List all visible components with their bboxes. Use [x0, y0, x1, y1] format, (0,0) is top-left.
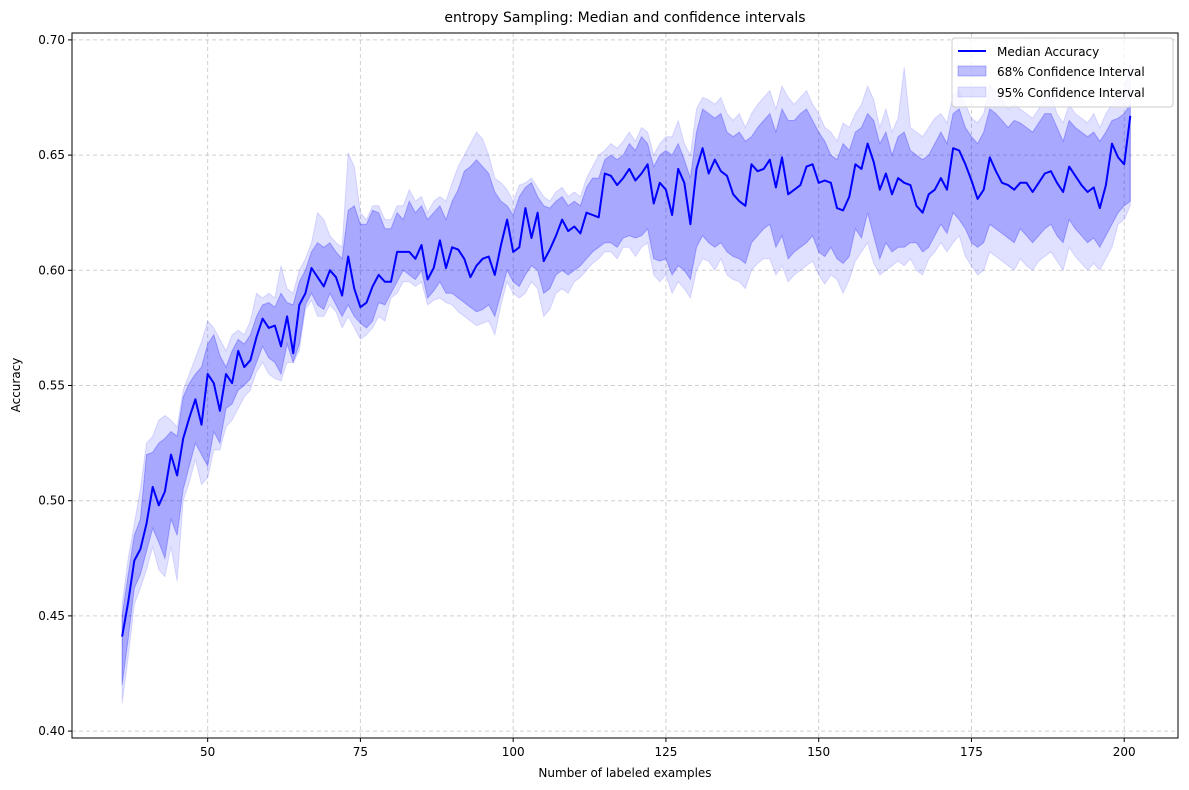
y-axis-label: Accuracy [9, 358, 23, 413]
y-tick-label: 0.40 [38, 724, 65, 738]
y-tick-label: 0.65 [38, 148, 65, 162]
legend-68-label: 68% Confidence Interval [997, 65, 1145, 79]
band-95-confidence [121, 62, 1131, 704]
legend-95-label: 95% Confidence Interval [997, 86, 1145, 100]
legend-68-swatch [957, 65, 987, 77]
y-tick-label: 0.70 [38, 33, 65, 47]
x-tick-label: 50 [200, 745, 215, 759]
grid [72, 33, 1178, 738]
band-68-confidence [121, 102, 1131, 686]
legend-median-label: Median Accuracy [997, 45, 1099, 59]
y-tick-label: 0.55 [38, 379, 65, 393]
x-tick-label: 75 [353, 745, 368, 759]
y-tick-label: 0.60 [38, 263, 65, 277]
x-tick-label: 150 [807, 745, 830, 759]
legend-box [951, 37, 1174, 108]
x-tick-label: 100 [502, 745, 525, 759]
x-tick-label: 175 [960, 745, 983, 759]
confidence-bands [121, 62, 1131, 704]
y-tick-label: 0.50 [38, 494, 65, 508]
y-axis-ticks: 0.40 0.45 0.50 0.55 0.60 0.65 0.70 [38, 33, 72, 738]
legend: Median Accuracy 68% Confidence Interval … [951, 37, 1174, 108]
median-line-group [121, 115, 1132, 637]
chart-title: entropy Sampling: Median and confidence … [444, 10, 805, 26]
x-axis-label: Number of labeled examples [538, 766, 711, 780]
y-tick-label: 0.45 [38, 609, 65, 623]
x-axis-ticks: 50 75 100 125 150 175 200 [200, 738, 1136, 759]
median-accuracy-line [121, 115, 1132, 637]
legend-95-swatch [957, 86, 987, 98]
x-tick-label: 125 [654, 745, 677, 759]
x-tick-label: 200 [1113, 745, 1136, 759]
